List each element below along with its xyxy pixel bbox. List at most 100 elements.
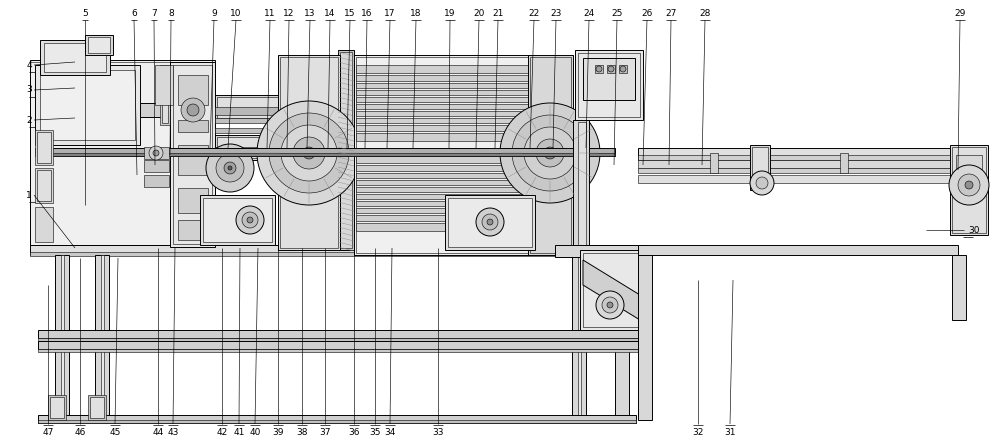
Bar (580, 250, 645, 330)
Bar (38, 415, 636, 423)
Bar (178, 188, 208, 213)
Text: 8: 8 (168, 9, 174, 18)
Text: 9: 9 (211, 9, 217, 18)
Text: 28: 28 (699, 9, 711, 18)
Circle shape (228, 166, 232, 170)
Circle shape (620, 66, 626, 72)
Circle shape (596, 291, 624, 319)
Bar (38, 420, 636, 423)
Text: 20: 20 (473, 9, 485, 18)
Bar (160, 65, 170, 125)
Text: 45: 45 (109, 428, 121, 437)
Bar (50, 397, 64, 418)
Bar (952, 255, 966, 320)
Text: 38: 38 (296, 428, 308, 437)
Circle shape (303, 147, 315, 159)
Bar (144, 160, 169, 172)
Circle shape (281, 125, 337, 181)
Text: 29: 29 (954, 9, 966, 18)
Bar (35, 153, 615, 156)
Bar (638, 168, 954, 173)
Text: 32: 32 (692, 428, 704, 437)
Bar (356, 104, 531, 109)
Bar (356, 180, 531, 185)
Text: 27: 27 (665, 9, 677, 18)
Polygon shape (583, 260, 640, 320)
Circle shape (607, 302, 613, 308)
Bar (178, 75, 208, 105)
Bar (30, 62, 213, 245)
Circle shape (224, 162, 236, 174)
Bar (144, 175, 169, 187)
Bar (573, 120, 589, 250)
Bar (40, 70, 135, 140)
Bar (215, 95, 338, 120)
Text: 30: 30 (968, 226, 980, 234)
Bar (956, 155, 982, 183)
Bar (178, 145, 208, 175)
Bar (950, 145, 988, 235)
Bar (37, 132, 51, 163)
Bar (48, 395, 66, 420)
Text: 31: 31 (724, 428, 736, 437)
Bar (555, 245, 645, 257)
Bar (356, 65, 531, 73)
Bar (615, 255, 629, 420)
Bar (35, 168, 53, 203)
Bar (30, 245, 638, 255)
Text: 4: 4 (26, 60, 32, 70)
Bar (638, 155, 954, 160)
Text: 6: 6 (131, 9, 137, 18)
Bar (638, 148, 954, 160)
Bar (178, 220, 208, 240)
Bar (638, 245, 958, 255)
Circle shape (181, 98, 205, 122)
Bar (356, 57, 532, 253)
Bar (173, 65, 212, 244)
Text: 42: 42 (216, 428, 228, 437)
Bar (356, 111, 531, 116)
Bar (35, 65, 140, 145)
Bar (38, 338, 638, 341)
Bar (528, 55, 573, 255)
Text: 18: 18 (410, 9, 422, 18)
Text: 44: 44 (152, 428, 164, 437)
Text: 13: 13 (304, 9, 316, 18)
Circle shape (756, 177, 768, 189)
Bar (840, 153, 848, 173)
Bar (38, 349, 638, 352)
Circle shape (257, 101, 361, 205)
Text: 36: 36 (348, 428, 360, 437)
Bar (356, 173, 531, 178)
Bar (155, 65, 173, 105)
Circle shape (949, 165, 989, 205)
Circle shape (247, 217, 253, 223)
Text: 2: 2 (26, 115, 32, 124)
Bar (88, 395, 106, 420)
Bar (35, 148, 615, 156)
Bar (30, 252, 638, 256)
Bar (44, 43, 106, 72)
Text: 25: 25 (611, 9, 623, 18)
Circle shape (236, 206, 264, 234)
Text: 24: 24 (583, 9, 595, 18)
Bar (215, 128, 338, 133)
Text: 16: 16 (361, 9, 373, 18)
Bar (280, 57, 338, 248)
Bar (217, 97, 336, 118)
Bar (90, 397, 104, 418)
Circle shape (596, 66, 602, 72)
Bar (203, 198, 272, 242)
Bar (578, 122, 586, 248)
Text: 37: 37 (319, 428, 331, 437)
Bar (638, 160, 954, 168)
Bar (572, 255, 586, 420)
Bar (170, 62, 215, 247)
Bar (356, 194, 531, 199)
Bar (200, 195, 275, 245)
Bar (30, 60, 215, 245)
Bar (170, 107, 178, 113)
Bar (638, 255, 652, 420)
Bar (215, 135, 338, 160)
Bar (750, 145, 770, 190)
